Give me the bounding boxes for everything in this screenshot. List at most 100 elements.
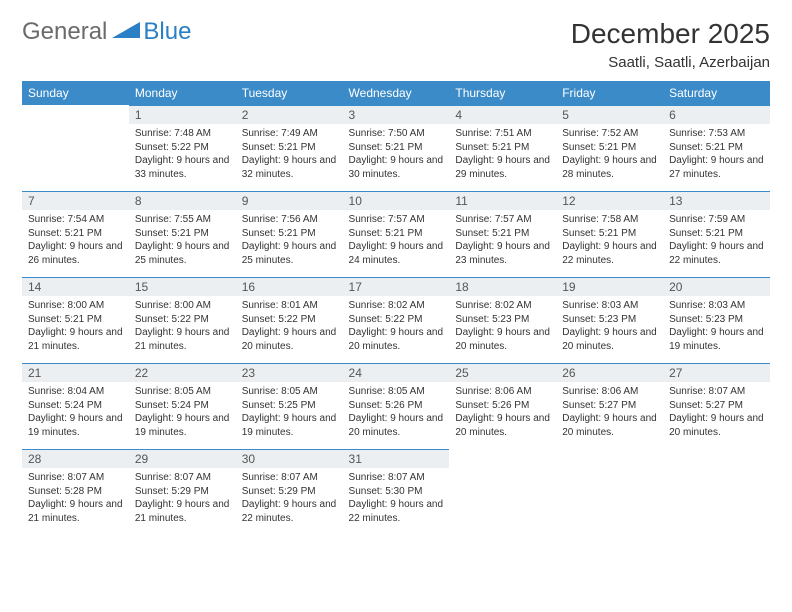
calendar-day-cell: 9Sunrise: 7:56 AMSunset: 5:21 PMDaylight…	[236, 191, 343, 277]
day-details: Sunrise: 8:07 AMSunset: 5:30 PMDaylight:…	[343, 468, 450, 529]
calendar-day-cell: 5Sunrise: 7:52 AMSunset: 5:21 PMDaylight…	[556, 105, 663, 191]
day-details: Sunrise: 8:04 AMSunset: 5:24 PMDaylight:…	[22, 382, 129, 443]
calendar-day-cell: 18Sunrise: 8:02 AMSunset: 5:23 PMDayligh…	[449, 277, 556, 363]
calendar-day-cell: 22Sunrise: 8:05 AMSunset: 5:24 PMDayligh…	[129, 363, 236, 449]
day-details: Sunrise: 8:01 AMSunset: 5:22 PMDaylight:…	[236, 296, 343, 357]
day-number: 4	[449, 105, 556, 124]
calendar-day-cell: 21Sunrise: 8:04 AMSunset: 5:24 PMDayligh…	[22, 363, 129, 449]
calendar-day-cell: 13Sunrise: 7:59 AMSunset: 5:21 PMDayligh…	[663, 191, 770, 277]
day-header: Tuesday	[236, 81, 343, 105]
day-details: Sunrise: 7:55 AMSunset: 5:21 PMDaylight:…	[129, 210, 236, 271]
day-number: 8	[129, 191, 236, 210]
calendar-day-cell: 1Sunrise: 7:48 AMSunset: 5:22 PMDaylight…	[129, 105, 236, 191]
calendar-day-cell: 3Sunrise: 7:50 AMSunset: 5:21 PMDaylight…	[343, 105, 450, 191]
day-number: 19	[556, 277, 663, 296]
day-header-row: Sunday Monday Tuesday Wednesday Thursday…	[22, 81, 770, 105]
day-details: Sunrise: 7:59 AMSunset: 5:21 PMDaylight:…	[663, 210, 770, 271]
day-number: 9	[236, 191, 343, 210]
calendar-week-row: 21Sunrise: 8:04 AMSunset: 5:24 PMDayligh…	[22, 363, 770, 449]
day-number: 1	[129, 105, 236, 124]
day-number: 15	[129, 277, 236, 296]
day-header: Sunday	[22, 81, 129, 105]
day-details: Sunrise: 8:00 AMSunset: 5:22 PMDaylight:…	[129, 296, 236, 357]
calendar-day-cell: 8Sunrise: 7:55 AMSunset: 5:21 PMDaylight…	[129, 191, 236, 277]
day-number: 10	[343, 191, 450, 210]
day-details: Sunrise: 8:07 AMSunset: 5:28 PMDaylight:…	[22, 468, 129, 529]
day-number: 7	[22, 191, 129, 210]
calendar-day-cell: 12Sunrise: 7:58 AMSunset: 5:21 PMDayligh…	[556, 191, 663, 277]
day-header: Friday	[556, 81, 663, 105]
day-number: 16	[236, 277, 343, 296]
calendar-day-cell: 27Sunrise: 8:07 AMSunset: 5:27 PMDayligh…	[663, 363, 770, 449]
day-header: Saturday	[663, 81, 770, 105]
day-details: Sunrise: 7:54 AMSunset: 5:21 PMDaylight:…	[22, 210, 129, 271]
calendar-day-cell	[22, 105, 129, 191]
day-details: Sunrise: 8:00 AMSunset: 5:21 PMDaylight:…	[22, 296, 129, 357]
day-number: 27	[663, 363, 770, 382]
calendar-day-cell: 26Sunrise: 8:06 AMSunset: 5:27 PMDayligh…	[556, 363, 663, 449]
calendar-day-cell: 30Sunrise: 8:07 AMSunset: 5:29 PMDayligh…	[236, 449, 343, 535]
calendar-day-cell: 31Sunrise: 8:07 AMSunset: 5:30 PMDayligh…	[343, 449, 450, 535]
calendar-day-cell: 7Sunrise: 7:54 AMSunset: 5:21 PMDaylight…	[22, 191, 129, 277]
calendar-day-cell	[449, 449, 556, 535]
day-details: Sunrise: 7:48 AMSunset: 5:22 PMDaylight:…	[129, 124, 236, 185]
logo-text-general: General	[22, 18, 107, 46]
location-text: Saatli, Saatli, Azerbaijan	[571, 54, 770, 71]
day-details: Sunrise: 7:57 AMSunset: 5:21 PMDaylight:…	[343, 210, 450, 271]
day-number: 13	[663, 191, 770, 210]
calendar-day-cell	[556, 449, 663, 535]
day-details: Sunrise: 7:52 AMSunset: 5:21 PMDaylight:…	[556, 124, 663, 185]
day-details: Sunrise: 8:07 AMSunset: 5:27 PMDaylight:…	[663, 382, 770, 443]
calendar-day-cell: 20Sunrise: 8:03 AMSunset: 5:23 PMDayligh…	[663, 277, 770, 363]
day-details: Sunrise: 7:50 AMSunset: 5:21 PMDaylight:…	[343, 124, 450, 185]
calendar-week-row: 14Sunrise: 8:00 AMSunset: 5:21 PMDayligh…	[22, 277, 770, 363]
day-header: Monday	[129, 81, 236, 105]
day-details: Sunrise: 8:02 AMSunset: 5:22 PMDaylight:…	[343, 296, 450, 357]
day-details: Sunrise: 7:58 AMSunset: 5:21 PMDaylight:…	[556, 210, 663, 271]
logo-text-blue: Blue	[143, 18, 191, 46]
day-details: Sunrise: 8:05 AMSunset: 5:25 PMDaylight:…	[236, 382, 343, 443]
day-number: 28	[22, 449, 129, 468]
day-details: Sunrise: 8:05 AMSunset: 5:24 PMDaylight:…	[129, 382, 236, 443]
calendar-day-cell: 23Sunrise: 8:05 AMSunset: 5:25 PMDayligh…	[236, 363, 343, 449]
calendar-day-cell: 24Sunrise: 8:05 AMSunset: 5:26 PMDayligh…	[343, 363, 450, 449]
calendar-day-cell: 19Sunrise: 8:03 AMSunset: 5:23 PMDayligh…	[556, 277, 663, 363]
calendar-week-row: 1Sunrise: 7:48 AMSunset: 5:22 PMDaylight…	[22, 105, 770, 191]
logo-triangle-icon	[112, 20, 140, 45]
day-number: 14	[22, 277, 129, 296]
day-number: 24	[343, 363, 450, 382]
calendar-day-cell: 16Sunrise: 8:01 AMSunset: 5:22 PMDayligh…	[236, 277, 343, 363]
calendar-week-row: 7Sunrise: 7:54 AMSunset: 5:21 PMDaylight…	[22, 191, 770, 277]
calendar-day-cell: 14Sunrise: 8:00 AMSunset: 5:21 PMDayligh…	[22, 277, 129, 363]
day-details: Sunrise: 7:51 AMSunset: 5:21 PMDaylight:…	[449, 124, 556, 185]
day-details: Sunrise: 8:03 AMSunset: 5:23 PMDaylight:…	[556, 296, 663, 357]
day-number: 12	[556, 191, 663, 210]
calendar-day-cell: 15Sunrise: 8:00 AMSunset: 5:22 PMDayligh…	[129, 277, 236, 363]
day-number: 31	[343, 449, 450, 468]
day-number: 18	[449, 277, 556, 296]
day-number: 22	[129, 363, 236, 382]
calendar-day-cell: 10Sunrise: 7:57 AMSunset: 5:21 PMDayligh…	[343, 191, 450, 277]
day-details: Sunrise: 7:49 AMSunset: 5:21 PMDaylight:…	[236, 124, 343, 185]
day-details: Sunrise: 7:56 AMSunset: 5:21 PMDaylight:…	[236, 210, 343, 271]
day-details: Sunrise: 8:05 AMSunset: 5:26 PMDaylight:…	[343, 382, 450, 443]
calendar-day-cell: 29Sunrise: 8:07 AMSunset: 5:29 PMDayligh…	[129, 449, 236, 535]
day-number: 25	[449, 363, 556, 382]
day-details: Sunrise: 7:57 AMSunset: 5:21 PMDaylight:…	[449, 210, 556, 271]
day-number: 3	[343, 105, 450, 124]
calendar-table: Sunday Monday Tuesday Wednesday Thursday…	[22, 81, 770, 535]
day-details: Sunrise: 8:07 AMSunset: 5:29 PMDaylight:…	[129, 468, 236, 529]
day-details: Sunrise: 8:03 AMSunset: 5:23 PMDaylight:…	[663, 296, 770, 357]
calendar-day-cell: 2Sunrise: 7:49 AMSunset: 5:21 PMDaylight…	[236, 105, 343, 191]
calendar-day-cell: 25Sunrise: 8:06 AMSunset: 5:26 PMDayligh…	[449, 363, 556, 449]
day-number: 26	[556, 363, 663, 382]
day-number: 6	[663, 105, 770, 124]
logo: General Blue	[22, 18, 191, 46]
day-number: 20	[663, 277, 770, 296]
day-header: Thursday	[449, 81, 556, 105]
page-header: General Blue December 2025 Saatli, Saatl…	[22, 18, 770, 71]
day-details: Sunrise: 8:02 AMSunset: 5:23 PMDaylight:…	[449, 296, 556, 357]
month-title: December 2025	[571, 18, 770, 50]
calendar-day-cell: 4Sunrise: 7:51 AMSunset: 5:21 PMDaylight…	[449, 105, 556, 191]
calendar-day-cell: 6Sunrise: 7:53 AMSunset: 5:21 PMDaylight…	[663, 105, 770, 191]
